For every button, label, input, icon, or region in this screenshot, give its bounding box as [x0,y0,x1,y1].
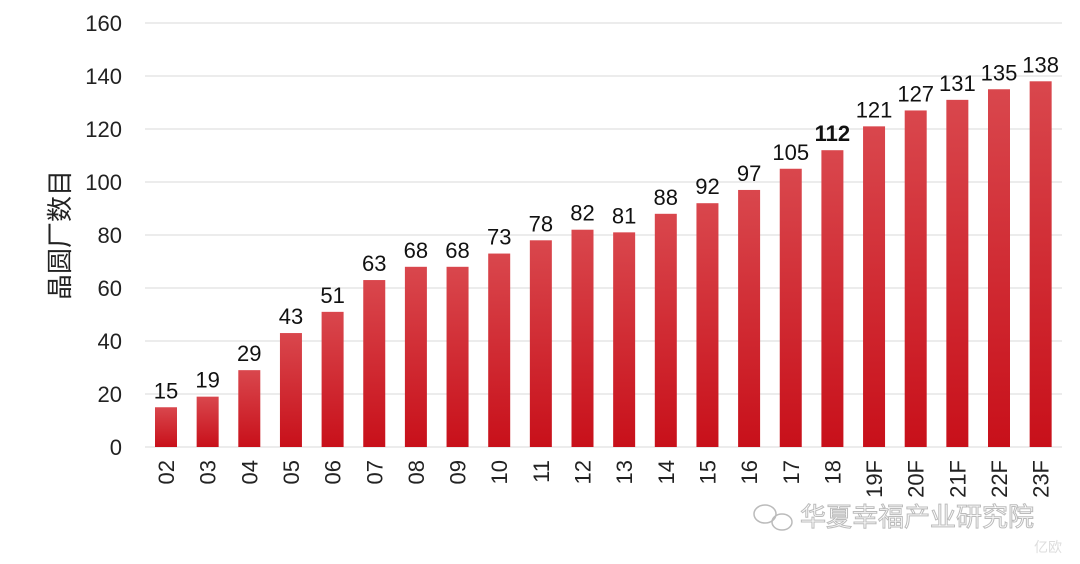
data-label: 43 [279,304,303,329]
data-label: 127 [897,81,934,106]
x-tick-label: 21F [945,460,970,498]
x-tick-label: 19F [862,460,887,498]
x-tick-label: 04 [237,460,262,484]
watermark: 华夏幸福产业研究院 亿欧 [753,502,1062,555]
data-label: 97 [737,161,761,186]
bar [696,203,719,447]
y-tick-label: 0 [110,435,122,460]
bar [196,396,219,447]
data-label: 68 [404,238,428,263]
data-label: 51 [320,283,344,308]
bar [863,126,886,447]
y-tick-label: 100 [85,170,122,195]
bar [571,229,594,447]
bar [613,232,636,447]
data-label: 135 [981,60,1018,85]
watermark-corner-text: 亿欧 [1034,539,1062,555]
data-label: 19 [195,368,219,393]
data-label: 73 [487,225,511,250]
x-tick-label: 20F [904,460,929,498]
data-label: 121 [856,97,893,122]
watermark-text: 华夏幸福产业研究院 [800,502,1034,532]
data-label: 82 [570,201,594,226]
x-tick-label: 23F [1029,460,1054,498]
bar [446,266,469,447]
data-label: 138 [1022,52,1059,77]
bar [988,89,1010,447]
x-tick-label: 08 [404,460,429,484]
y-tick-label: 120 [85,117,122,142]
x-tick-label: 13 [612,460,637,484]
bar [904,110,927,447]
x-tick-label: 07 [362,460,387,484]
bar [654,213,677,447]
x-tick-label: 05 [279,460,304,484]
bar [529,240,552,447]
x-tick-label: 17 [779,460,804,484]
x-tick-label: 15 [695,460,720,484]
y-tick-label: 140 [85,64,122,89]
y-tick-label: 160 [85,11,122,36]
data-label: 15 [154,378,178,403]
bar [404,266,427,447]
bar [738,189,761,447]
y-axis-label: 晶圆厂数目 [45,170,75,300]
x-tick-label: 09 [446,460,471,484]
data-label: 29 [237,341,261,366]
x-tick-label: 14 [654,460,679,484]
bar [155,407,177,447]
x-tick-label: 03 [196,460,221,484]
data-label: 92 [695,174,719,199]
bar [779,168,802,447]
data-label: 81 [612,203,636,228]
data-label: 78 [529,211,553,236]
bar [321,311,344,447]
x-tick-label: 18 [820,460,845,484]
bar [1029,81,1052,448]
x-tick-label: 10 [487,460,512,484]
y-tick-label: 60 [98,276,122,301]
data-label: 131 [939,71,976,96]
x-tick-label: 22F [987,460,1012,498]
bar [821,150,844,447]
y-tick-label: 80 [98,223,122,248]
data-label: 88 [654,185,678,210]
data-label: 112 [815,121,851,146]
wechat-icon [753,504,793,531]
x-tick-label: 11 [529,460,554,483]
data-label: 105 [772,140,809,165]
y-tick-label: 40 [98,329,122,354]
data-label: 63 [362,251,386,276]
bar [238,370,261,447]
x-tick-label: 16 [737,460,762,484]
bar [363,280,386,447]
x-tick-label: 02 [154,460,179,484]
y-tick-label: 20 [98,382,122,407]
x-tick-label: 06 [321,460,346,484]
data-label: 68 [445,238,469,263]
x-tick-label: 12 [571,460,596,484]
bar [946,99,969,447]
bar [488,253,511,447]
bar [279,333,302,447]
